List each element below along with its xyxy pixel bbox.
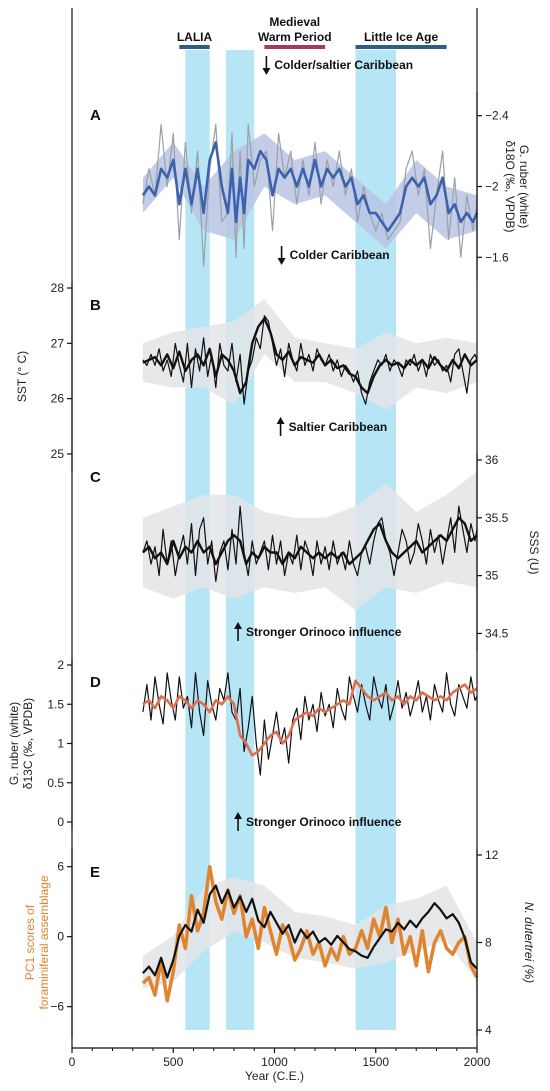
y-axis-A-tick-label: −2.4 (485, 109, 509, 123)
annotation-text: Stronger Orinoco influence (246, 815, 402, 829)
panel-letter: D (90, 674, 101, 691)
y-axis-right-E-tick-label: 12 (485, 848, 499, 862)
y-axis-A-tick-label: −2 (485, 180, 499, 194)
series-raw-2 (142, 317, 478, 395)
period-label-1: Warm Period (258, 30, 332, 44)
x-axis: 0 500 1000 1500 2000 Year (C.E.) (69, 8, 491, 1083)
y-axis-title-A: G. ruber (white)δ18O (‰, VPDB) (503, 140, 531, 232)
y-axis-left-E-tick-label: −6 (50, 1000, 64, 1014)
annotation-arrowhead (262, 68, 271, 75)
annotation-text: Saltier Caribbean (289, 420, 388, 434)
y-axis-D-tick-label: 0 (57, 815, 64, 829)
y-axis-C-tick-label: 34.5 (485, 626, 509, 640)
y-axis-left-E-tick-label: 6 (57, 860, 64, 874)
y-axis-right-E-tick-label: 8 (485, 936, 492, 950)
y-axis-title-B: SST (° C) (15, 351, 29, 402)
y-axis-D-tick-label: 2 (57, 658, 64, 672)
y-axis-title-right-E: N. dutertrei (%) (522, 902, 536, 983)
series-pc1 (141, 864, 479, 1003)
series-raw (142, 672, 478, 776)
y-axis-C-tick-label: 35 (485, 569, 499, 583)
period-label-1: Medieval (269, 15, 320, 29)
annotation-text: Colder Caribbean (290, 248, 390, 262)
y-axis-right-E-tick-label: 4 (485, 1023, 492, 1037)
y-axis-B-tick-label: 26 (51, 392, 65, 406)
x-tick-label: 500 (163, 1055, 183, 1069)
panel-A: A Colder/saltier Caribbean −2.4 −2 −1.6 G. ru… (90, 56, 531, 281)
annotation-text: Stronger Orinoco influence (246, 625, 402, 639)
y-axis-D-tick-label: 0.5 (47, 776, 64, 790)
y-axis-title-D: G. ruber (white)δ13C (‰, VPDB) (7, 698, 35, 789)
series-raw-2 (142, 516, 478, 566)
panel-B: B Colder Caribbean 25 26 27 28 SST (° C) (15, 246, 478, 471)
envelope (142, 299, 477, 410)
y-axis-C-tick-label: 36 (485, 453, 499, 467)
y-axis-A-tick-label: −1.6 (485, 250, 509, 264)
x-tick-label: 0 (69, 1055, 76, 1069)
x-tick-label: 1000 (261, 1055, 288, 1069)
x-tick-label: 1500 (362, 1055, 389, 1069)
y-axis-B-tick-label: 27 (51, 336, 65, 350)
y-axis-B-tick-label: 25 (51, 447, 65, 461)
y-axis-title-left-E: PC1 scores offoraminiferal assemblage (23, 875, 51, 1009)
panels: A Colder/saltier Caribbean −2.4 −2 −1.6 G. ru… (7, 56, 541, 1037)
series-n-dutertrei (142, 884, 478, 979)
x-axis-title: Year (C.E.) (245, 1069, 304, 1083)
y-axis-left-E-tick-label: 0 (57, 930, 64, 944)
series-smoothed (142, 679, 478, 757)
series-raw-1 (142, 505, 478, 583)
period-label-0: LALIA (177, 30, 213, 44)
x-tick-label: 2000 (464, 1055, 491, 1069)
y-axis-D-tick-label: 1 (57, 737, 64, 751)
panel-E: E Stronger Orinoco influence −6 0 6 4 8 12 PC1 s… (23, 812, 536, 1037)
y-axis-B-tick-label: 28 (51, 281, 65, 295)
y-axis-title-C: SSS (U) (527, 530, 541, 574)
annotation-arrowhead (234, 812, 243, 819)
y-axis-D-tick-label: 1.5 (47, 697, 64, 711)
annotation-text: Colder/saltier Caribbean (274, 58, 413, 72)
period-label-2: Little Ice Age (364, 30, 439, 44)
y-axis-C-tick-label: 35.5 (485, 511, 509, 525)
series-smoothed (141, 141, 479, 233)
annotation-arrowhead (277, 258, 286, 265)
panel-letter: A (90, 107, 101, 124)
annotation-arrowhead (234, 622, 243, 629)
panel-letter: E (90, 864, 100, 881)
panel-C: C Saltier Caribbean 34.5 35 35.5 36 SSS (U) (90, 417, 541, 651)
panel-letter: B (90, 297, 101, 314)
panel-letter: C (90, 469, 101, 486)
annotation-arrowhead (276, 417, 285, 424)
